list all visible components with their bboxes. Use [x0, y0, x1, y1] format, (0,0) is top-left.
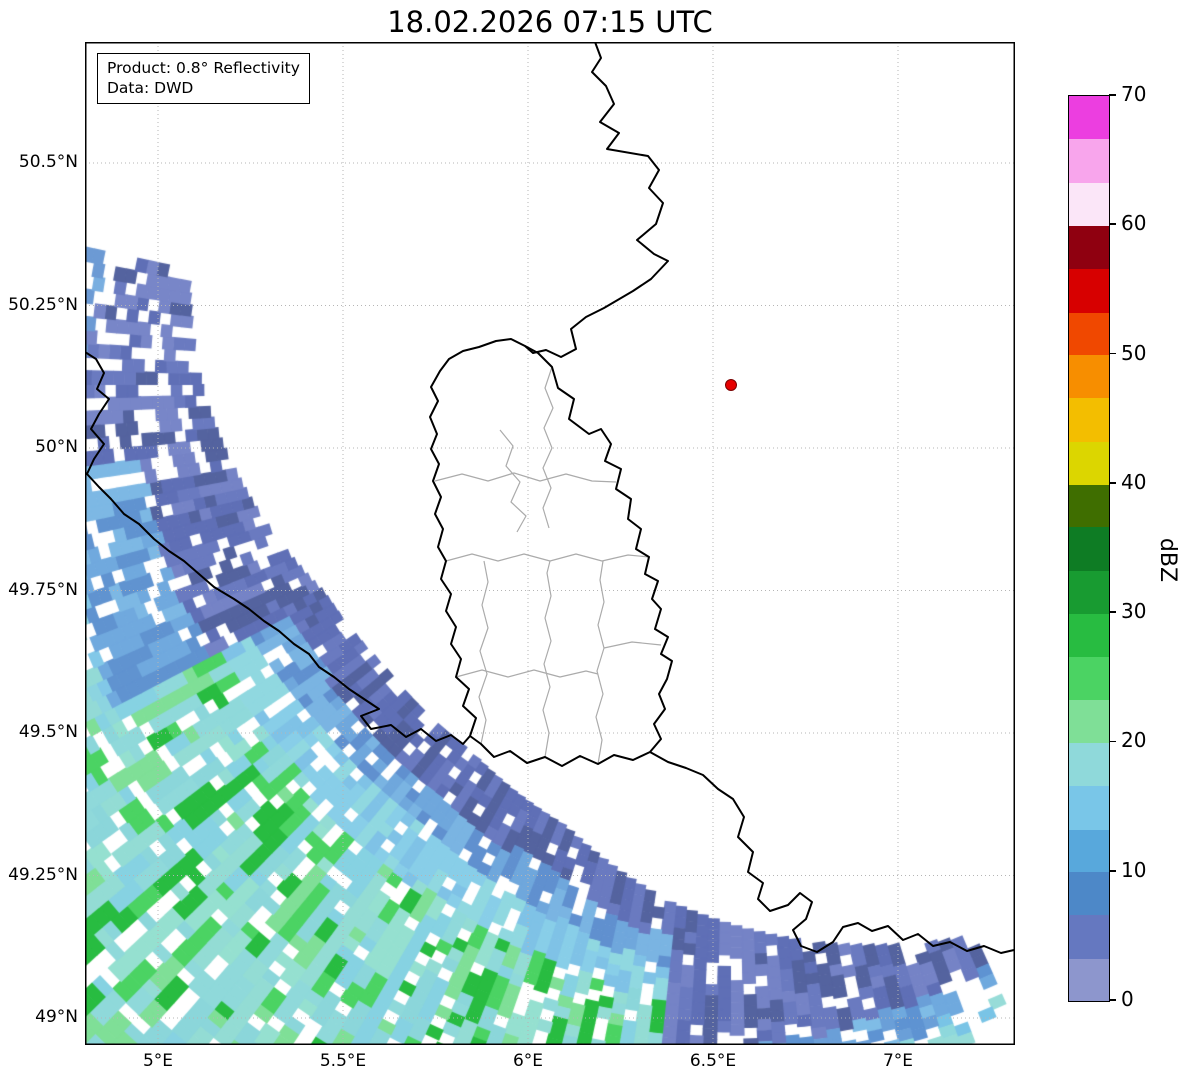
lat-tick-label: 50.25°N — [8, 294, 78, 315]
colorbar-segment — [1069, 96, 1109, 140]
colorbar-segment — [1069, 441, 1109, 485]
admin-border — [434, 472, 617, 483]
colorbar — [1068, 95, 1110, 1002]
map-plot-area: Product: 0.8° Reflectivity Data: DWD — [85, 42, 1015, 1045]
colorbar-tick-mark — [1109, 352, 1116, 355]
colorbar-segment — [1069, 483, 1109, 528]
colorbar-tick-label: 50 — [1121, 340, 1147, 365]
colorbar-units-label: dBZ — [1155, 537, 1180, 583]
colorbar-tick-label: 40 — [1121, 469, 1147, 494]
lon-tick-label: 7°E — [882, 1051, 914, 1071]
lon-tick-label: 5.5°E — [319, 1051, 367, 1071]
lat-tick-label: 50°N — [35, 437, 78, 457]
colorbar-tick-mark — [1109, 223, 1116, 226]
country-border — [524, 42, 669, 358]
colorbar-segment — [1069, 785, 1109, 830]
colorbar-segment — [1069, 397, 1109, 442]
country-border — [649, 751, 1015, 954]
colorbar-tick-mark — [1109, 94, 1116, 96]
colorbar-segment — [1069, 829, 1109, 873]
product-info-box: Product: 0.8° Reflectivity Data: DWD — [97, 53, 310, 105]
map-overlay-svg — [85, 42, 1015, 1045]
colorbar-segment — [1069, 267, 1109, 313]
colorbar-segment — [1069, 311, 1109, 356]
colorbar-segment — [1069, 742, 1109, 786]
lon-tick-label: 6.5°E — [689, 1051, 737, 1071]
lat-tick-label: 49.5°N — [18, 722, 78, 742]
admin-border — [542, 560, 552, 758]
admin-border — [595, 560, 605, 765]
colorbar-tick-mark — [1109, 999, 1116, 1001]
admin-border — [478, 560, 489, 745]
colorbar-tick-label: 30 — [1121, 599, 1147, 624]
admin-border — [499, 429, 527, 533]
colorbar-segment — [1069, 914, 1109, 960]
colorbar-tick-label: 60 — [1121, 211, 1147, 236]
colorbar-tick-label: 20 — [1121, 728, 1147, 753]
colorbar-tick-label: 10 — [1121, 857, 1147, 882]
colorbar-segment — [1069, 958, 1109, 1001]
country-border — [429, 338, 673, 767]
colorbar-tick-mark — [1109, 482, 1116, 484]
radar-site-marker — [725, 379, 737, 391]
admin-border — [542, 366, 554, 529]
data-source-line: Data: DWD — [107, 79, 194, 98]
colorbar-segment — [1069, 570, 1109, 614]
colorbar-segment — [1069, 871, 1109, 916]
colorbar-segment — [1069, 655, 1109, 701]
radar-echo-canvas — [85, 42, 1015, 1045]
figure-title: 18.02.2026 07:15 UTC — [387, 5, 713, 39]
colorbar-segment — [1069, 138, 1109, 184]
country-border — [85, 351, 471, 745]
colorbar-tick-mark — [1109, 611, 1116, 613]
colorbar-tick-label: 70 — [1121, 82, 1147, 106]
colorbar-segment — [1069, 613, 1109, 657]
colorbar-tick-mark — [1109, 740, 1116, 743]
colorbar-segment — [1069, 354, 1109, 398]
colorbar-tick-mark — [1109, 869, 1116, 872]
product-line: Product: 0.8° Reflectivity — [107, 59, 300, 77]
axes-frame — [85, 42, 1015, 1045]
colorbar-segment — [1069, 182, 1109, 226]
colorbar-segment — [1069, 526, 1109, 572]
lon-tick-label: 5°E — [142, 1051, 174, 1071]
colorbar-tick-label: 0 — [1121, 987, 1134, 1011]
admin-border — [445, 553, 650, 562]
lon-tick-label: 6°E — [512, 1051, 544, 1071]
admin-border — [455, 669, 599, 678]
lat-tick-label: 49.25°N — [8, 864, 78, 885]
lat-tick-label: 49°N — [35, 1007, 78, 1027]
lat-tick-label: 49.75°N — [8, 579, 78, 600]
colorbar-segment — [1069, 699, 1109, 744]
admin-border — [603, 641, 662, 649]
colorbar-segment — [1069, 225, 1109, 269]
lat-tick-label: 50.5°N — [18, 152, 78, 172]
